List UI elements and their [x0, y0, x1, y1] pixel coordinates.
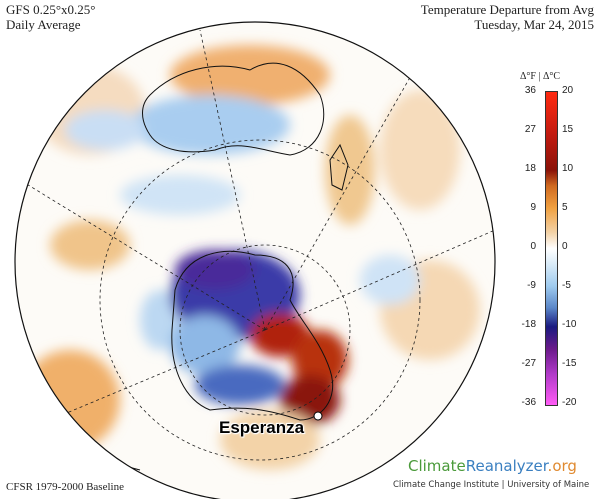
- tick-f: 9: [530, 202, 536, 213]
- tick-c: 5: [562, 202, 568, 213]
- colorbar-title: Δ°F | Δ°C: [520, 71, 561, 82]
- tick-c: 10: [562, 163, 574, 174]
- tick-f: -9: [527, 280, 536, 291]
- averaging-period: Daily Average: [6, 17, 81, 32]
- tick-c: -20: [562, 397, 577, 408]
- tick-f: 0: [530, 241, 536, 252]
- logo-part3: .org: [547, 457, 577, 475]
- colorbar: [545, 91, 558, 406]
- tick-f: -18: [521, 319, 536, 330]
- tick-c: -10: [562, 319, 577, 330]
- map-title: Temperature Departure from Avg: [420, 2, 594, 17]
- tick-c: 0: [562, 241, 568, 252]
- tick-f: 27: [524, 124, 536, 135]
- esperanza-label: Esperanza: [219, 418, 305, 437]
- logo-subtitle: Climate Change Institute | University of…: [393, 480, 590, 490]
- tick-c: -15: [562, 358, 577, 369]
- tick-c: 20: [562, 85, 574, 96]
- tick-f: -27: [521, 358, 536, 369]
- map-date: Tuesday, Mar 24, 2015: [474, 17, 594, 32]
- title-block: Temperature Departure from Avg Tuesday, …: [421, 2, 594, 32]
- logo: ClimateReanalyzer.org: [408, 457, 577, 475]
- tick-f: 36: [524, 85, 536, 96]
- tick-c: 15: [562, 124, 574, 135]
- globe-outline: [14, 21, 496, 499]
- model-label: GFS 0.25°x0.25° Daily Average: [6, 2, 96, 32]
- esperanza-marker[interactable]: [313, 411, 323, 421]
- logo-part1: Climate: [408, 457, 466, 475]
- tick-c: -5: [562, 280, 571, 291]
- temperature-anomaly-field: [20, 45, 480, 470]
- tick-f: -36: [521, 397, 536, 408]
- logo-part2: Reanalyzer: [465, 457, 548, 475]
- tick-f: 18: [524, 163, 536, 174]
- model-resolution: GFS 0.25°x0.25°: [6, 2, 96, 17]
- baseline-label: CFSR 1979-2000 Baseline: [6, 481, 124, 493]
- graticule: [19, 29, 495, 461]
